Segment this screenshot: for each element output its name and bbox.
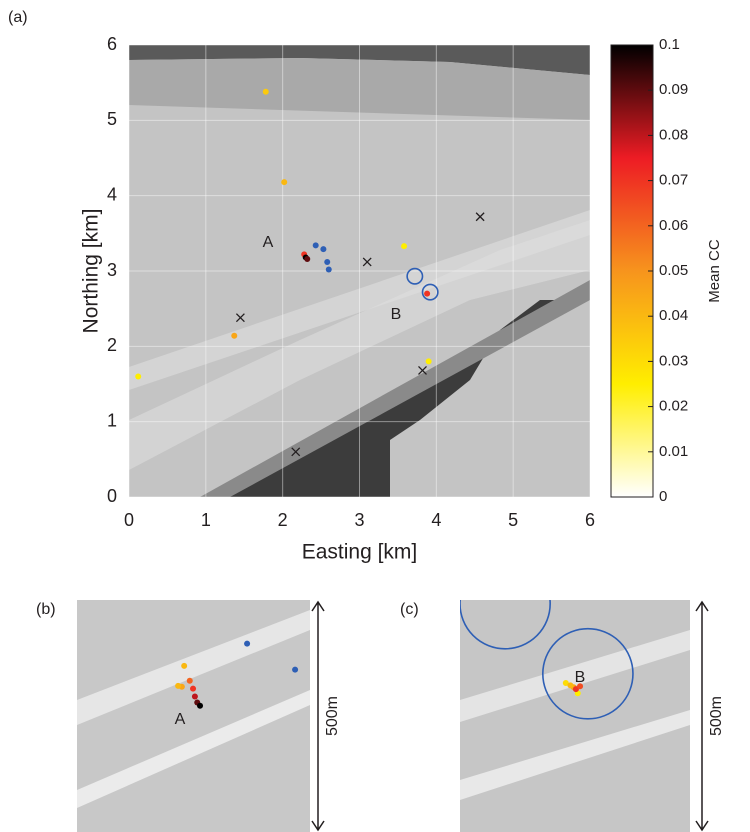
x-tick-label: 1 [201,510,211,530]
annotation: A [175,711,186,728]
colorbar-tick-label: 0.07 [659,172,688,189]
point [181,663,187,669]
scale-bar [312,602,324,830]
colorbar-label: Mean CC [706,239,723,303]
point [292,667,298,673]
panel-label: (c) [400,601,419,618]
point [187,678,193,684]
point [192,694,198,700]
background-imagery [77,45,690,832]
colorbar-tick-label: 0 [659,488,667,505]
point [567,682,573,688]
point [426,358,432,364]
colorbar-tick-label: 0.05 [659,262,688,279]
panel-label: (b) [36,601,56,618]
y-tick-label: 0 [107,486,117,506]
figure: (a) 0 1 2 3 4 5 6 0 1 2 3 4 5 6 Easting [km] Northing [k… [0,0,750,832]
point [324,259,330,265]
x-tick-label: 3 [354,510,364,530]
x-tick-label: 5 [508,510,518,530]
colorbar-tick-label: 0.06 [659,217,688,234]
annotation: B [391,306,402,323]
panel-label: (a) [8,9,28,26]
scale-label: 500m [708,696,725,736]
point [190,686,196,692]
scale-label: 500m [324,696,341,736]
y-tick-label: 2 [107,335,117,355]
colorbar-tick-label: 0.1 [659,36,680,53]
colorbar-tick-label: 0.09 [659,81,688,98]
x-tick-label: 6 [585,510,595,530]
point [326,266,332,272]
colorbar [611,45,653,497]
point [244,641,250,647]
point [281,179,287,185]
y-tick-label: 5 [107,109,117,129]
point [263,89,269,95]
y-axis-label: Northing [km] [80,209,103,334]
point [175,683,181,689]
colorbar-tick-label: 0.04 [659,307,688,324]
colorbar-tick-label: 0.03 [659,352,688,369]
point [424,291,430,297]
point [320,246,326,252]
x-tick-label: 4 [431,510,441,530]
x-tick-label: 2 [278,510,288,530]
colorbar-tick-label: 0.08 [659,126,688,143]
point [231,333,237,339]
point [304,256,310,262]
colorbar-tick-label: 0.01 [659,443,688,460]
colorbar-tick-label: 0.02 [659,398,688,415]
point [135,373,141,379]
scale-bar [696,602,708,830]
x-axis-label: Easting [km] [302,541,418,564]
annotation: A [263,234,274,251]
x-tick-label: 0 [124,510,134,530]
point [313,242,319,248]
y-tick-label: 6 [107,34,117,54]
y-tick-label: 3 [107,260,117,280]
y-tick-label: 1 [107,410,117,430]
point [197,703,203,709]
point [401,243,407,249]
annotation: B [575,669,586,686]
y-tick-label: 4 [107,184,117,204]
